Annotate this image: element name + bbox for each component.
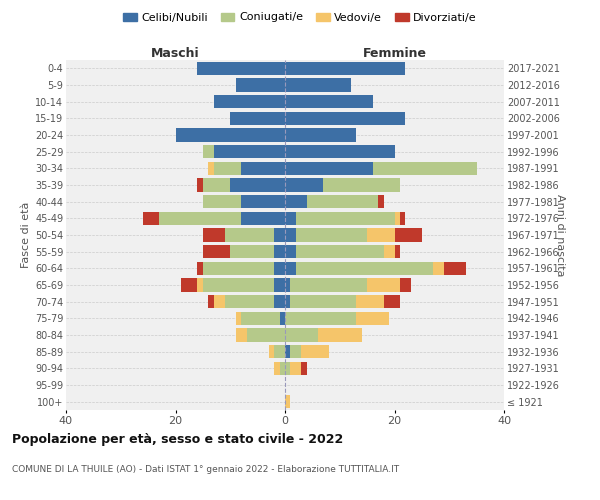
Bar (203, 245, 230, 258)
Bar (203, 145, 214, 158)
Bar (285, 278, 290, 291)
Bar (285, 262, 296, 275)
Bar (181, 278, 197, 291)
Bar (203, 228, 225, 241)
Bar (214, 295, 225, 308)
Bar (230, 112, 285, 125)
Bar (301, 345, 329, 358)
Bar (280, 312, 285, 325)
Bar (356, 312, 389, 325)
Legend: Celibi/Nubili, Coniugati/e, Vedovi/e, Divorziati/e: Celibi/Nubili, Coniugati/e, Vedovi/e, Di… (119, 8, 481, 27)
Bar (225, 295, 274, 308)
Bar (285, 228, 296, 241)
Bar (159, 212, 241, 225)
Bar (323, 178, 400, 192)
Bar (296, 212, 395, 225)
Bar (274, 362, 280, 375)
Bar (214, 95, 285, 108)
Bar (400, 278, 411, 291)
Bar (143, 212, 159, 225)
Bar (230, 178, 285, 192)
Bar (175, 128, 285, 141)
Bar (203, 262, 274, 275)
Bar (395, 228, 422, 241)
Y-axis label: Anni di nascita: Anni di nascita (556, 194, 565, 276)
Bar (285, 78, 351, 92)
Bar (285, 62, 406, 75)
Bar (203, 278, 274, 291)
Bar (230, 245, 274, 258)
Bar (290, 362, 301, 375)
Bar (395, 212, 400, 225)
Bar (383, 295, 400, 308)
Bar (285, 162, 373, 175)
Bar (383, 245, 395, 258)
Bar (208, 162, 214, 175)
Bar (285, 312, 356, 325)
Bar (203, 195, 241, 208)
Bar (285, 328, 318, 342)
Bar (285, 145, 395, 158)
Bar (236, 312, 241, 325)
Text: Femmine: Femmine (362, 47, 427, 60)
Bar (280, 362, 285, 375)
Bar (400, 212, 406, 225)
Bar (285, 362, 290, 375)
Bar (241, 312, 280, 325)
Bar (433, 262, 444, 275)
Bar (307, 195, 378, 208)
Bar (269, 345, 274, 358)
Bar (197, 178, 203, 192)
Bar (274, 295, 285, 308)
Bar (274, 345, 285, 358)
Bar (356, 295, 383, 308)
Bar (373, 162, 476, 175)
Bar (296, 228, 367, 241)
Bar (285, 395, 290, 408)
Bar (241, 162, 285, 175)
Bar (395, 245, 400, 258)
Bar (285, 128, 356, 141)
Bar (197, 62, 285, 75)
Y-axis label: Fasce di età: Fasce di età (20, 202, 31, 268)
Bar (225, 228, 274, 241)
Bar (274, 245, 285, 258)
Bar (290, 345, 301, 358)
Bar (444, 262, 466, 275)
Bar (197, 278, 203, 291)
Bar (290, 295, 356, 308)
Text: Popolazione per età, sesso e stato civile - 2022: Popolazione per età, sesso e stato civil… (12, 432, 343, 446)
Bar (274, 228, 285, 241)
Bar (290, 278, 367, 291)
Bar (236, 328, 247, 342)
Bar (208, 295, 214, 308)
Bar (197, 262, 203, 275)
Text: Maschi: Maschi (151, 47, 200, 60)
Bar (274, 278, 285, 291)
Bar (301, 362, 307, 375)
Bar (367, 228, 395, 241)
Bar (285, 245, 296, 258)
Bar (285, 212, 296, 225)
Bar (214, 162, 241, 175)
Bar (236, 78, 285, 92)
Bar (378, 195, 383, 208)
Bar (296, 262, 433, 275)
Bar (318, 328, 362, 342)
Text: COMUNE DI LA THUILE (AO) - Dati ISTAT 1° gennaio 2022 - Elaborazione TUTTITALIA.: COMUNE DI LA THUILE (AO) - Dati ISTAT 1°… (12, 466, 399, 474)
Bar (285, 178, 323, 192)
Bar (285, 345, 290, 358)
Bar (241, 212, 285, 225)
Bar (203, 178, 230, 192)
Bar (285, 295, 290, 308)
Bar (285, 112, 406, 125)
Bar (241, 195, 285, 208)
Bar (367, 278, 400, 291)
Bar (247, 328, 285, 342)
Bar (214, 145, 285, 158)
Bar (285, 195, 307, 208)
Bar (285, 95, 373, 108)
Bar (274, 262, 285, 275)
Bar (296, 245, 383, 258)
